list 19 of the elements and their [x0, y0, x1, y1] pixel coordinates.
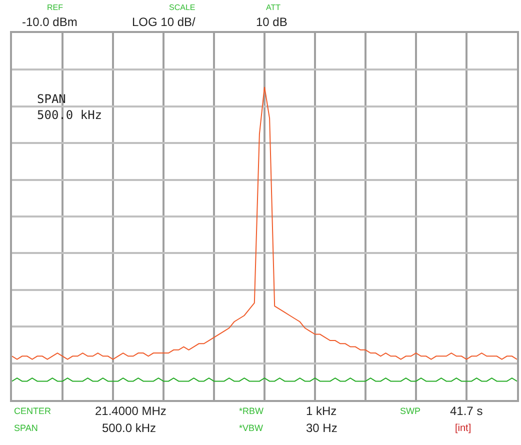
text: REF	[47, 3, 64, 12]
text: -10.0 dBm	[22, 15, 78, 29]
text: LOG 10 dB/	[132, 15, 196, 29]
annotation: 500.0 kHz	[37, 108, 102, 122]
text: 30 Hz	[306, 421, 338, 435]
text: 1 kHz	[306, 404, 337, 418]
text: SWP	[400, 406, 421, 416]
text: ATT	[266, 3, 281, 12]
text: *VBW	[239, 423, 264, 433]
text: *RBW	[239, 406, 264, 416]
text: 21.4000 MHz	[95, 404, 166, 418]
annotation: SPAN	[37, 92, 66, 106]
text: [int]	[455, 423, 472, 434]
text: 10 dB	[256, 15, 288, 29]
text: 41.7 s	[450, 404, 483, 418]
text: CENTER	[14, 406, 52, 416]
text: 500.0 kHz	[102, 421, 156, 435]
text: SCALE	[169, 3, 196, 12]
text: SPAN	[14, 423, 38, 433]
